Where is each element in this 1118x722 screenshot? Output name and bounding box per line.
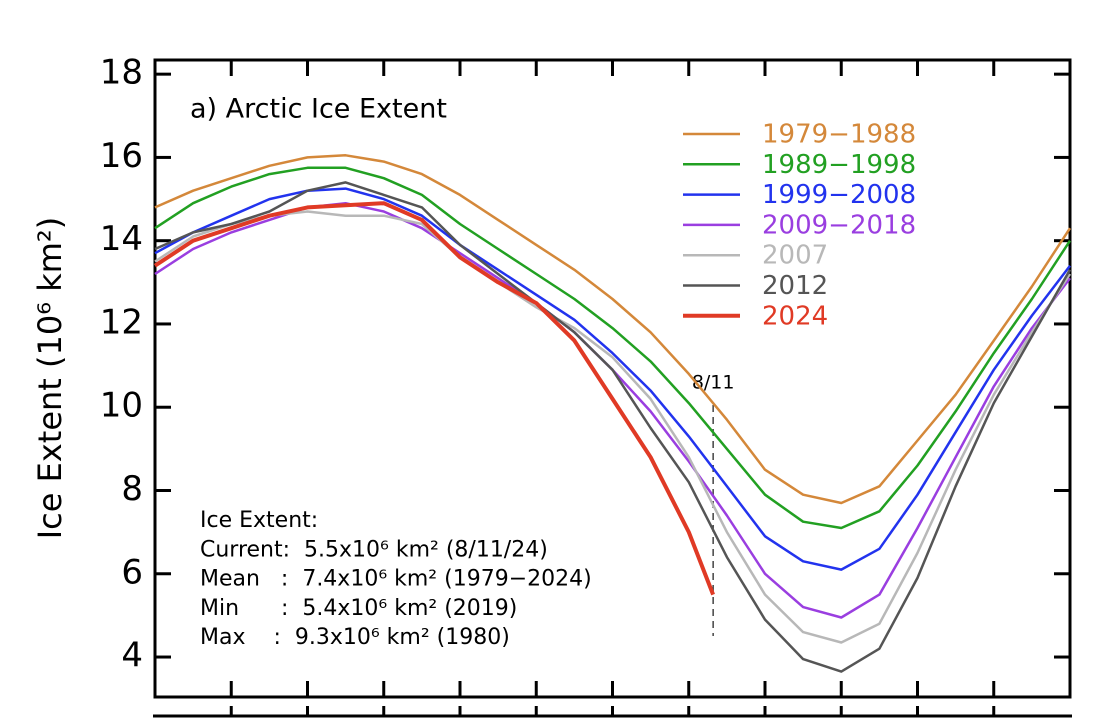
legend-label: 2024 xyxy=(762,301,828,331)
y-tick-label: 8 xyxy=(121,469,143,509)
chart-title: a) Arctic Ice Extent xyxy=(190,94,447,125)
series-line xyxy=(154,210,1072,644)
series-line xyxy=(153,201,715,596)
series-line xyxy=(154,166,1072,530)
legend-label: 2009−2018 xyxy=(762,210,916,240)
legend-label: 2007 xyxy=(762,241,828,271)
y-tick-label: 14 xyxy=(100,219,143,259)
series-line xyxy=(154,181,1072,673)
y-tick-label: 12 xyxy=(100,302,143,342)
y-tick-label: 16 xyxy=(100,136,143,176)
y-tick-label: 18 xyxy=(100,53,143,93)
legend-label: 1999−2008 xyxy=(762,180,916,210)
info-line: Min : 5.4x10⁶ km² (2019) xyxy=(200,596,517,621)
date-marker-label: 8/11 xyxy=(692,372,735,394)
info-line: Max : 9.3x10⁶ km² (1980) xyxy=(200,625,510,650)
legend-label: 2012 xyxy=(762,271,828,301)
info-line: Ice Extent: xyxy=(200,508,318,533)
y-axis-label: Ice Extent (10⁶ km²) xyxy=(31,217,69,540)
y-tick-label: 6 xyxy=(121,552,143,592)
y-tick-label: 4 xyxy=(121,636,143,676)
legend-label: 1979−1988 xyxy=(762,120,916,150)
info-line: Current: 5.5x10⁶ km² (8/11/24) xyxy=(200,537,548,562)
y-tick-label: 10 xyxy=(100,386,143,426)
info-line: Mean : 7.4x10⁶ km² (1979−2024) xyxy=(200,567,592,592)
legend-label: 1989−1998 xyxy=(762,150,916,180)
series-line xyxy=(154,154,1072,505)
